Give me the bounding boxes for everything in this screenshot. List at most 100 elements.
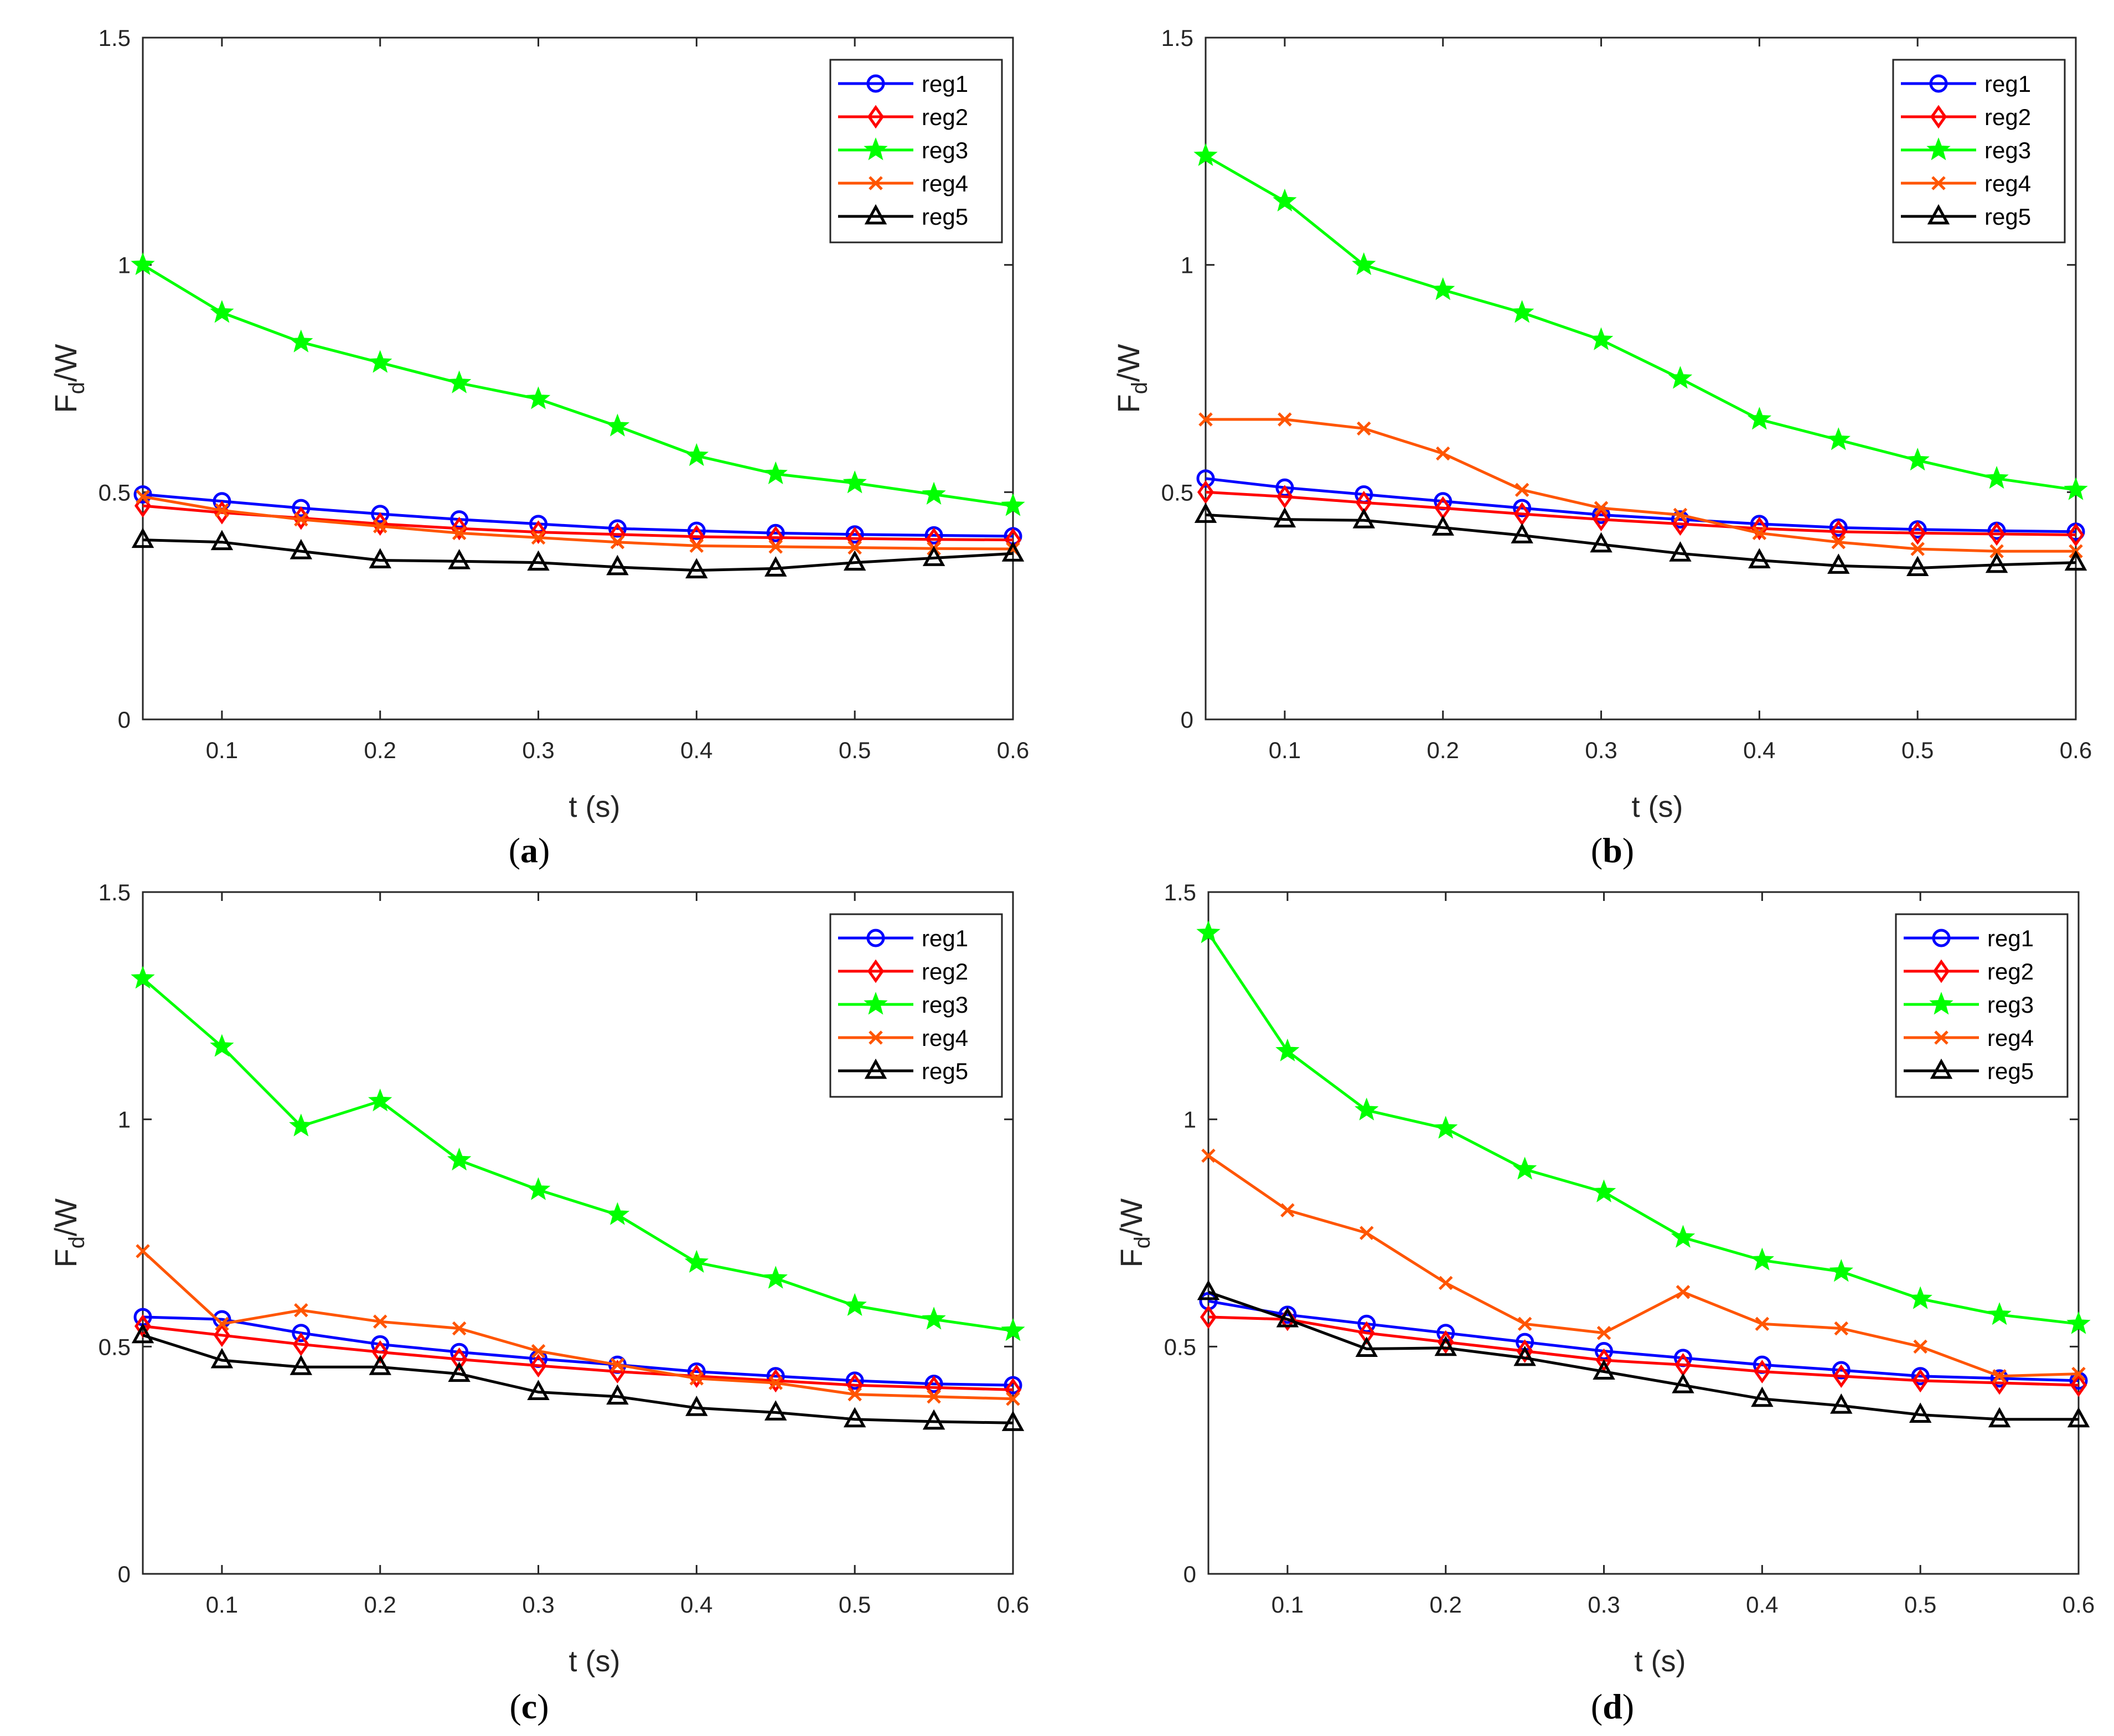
y-axis-label-main: F xyxy=(48,1248,83,1267)
legend-marker-reg1 xyxy=(1932,929,1951,947)
data-point-reg2 xyxy=(2067,523,2085,547)
series-line-reg5 xyxy=(142,538,1014,572)
data-point-reg1 xyxy=(845,1371,864,1390)
data-point-reg1 xyxy=(924,526,943,545)
data-point-reg5 xyxy=(527,550,550,571)
data-point-reg5 xyxy=(843,1407,866,1428)
y-axis-label-subscript: d xyxy=(65,382,89,394)
data-point-reg3 xyxy=(763,461,788,484)
data-point-reg2 xyxy=(2070,1373,2087,1397)
y-axis-label-tail: /W xyxy=(48,344,83,382)
y-axis-label-tail: /W xyxy=(1114,1198,1149,1236)
legend-marker-reg5 xyxy=(1927,204,1950,225)
data-point-reg5 xyxy=(1748,548,1771,569)
data-point-reg5 xyxy=(131,1323,154,1344)
panel-caption-open: ( xyxy=(1591,831,1603,870)
data-point-reg3 xyxy=(1510,300,1534,323)
data-point-reg5 xyxy=(1434,1335,1457,1356)
panel-caption-open: ( xyxy=(509,1687,521,1726)
data-point-reg3 xyxy=(605,1202,630,1225)
legend-label: reg1 xyxy=(1984,71,2031,97)
data-point-reg3 xyxy=(131,966,155,989)
data-point-reg5 xyxy=(606,1384,629,1405)
series-reg3 xyxy=(1193,143,2088,500)
panel-caption-open: ( xyxy=(509,831,520,870)
panel-caption-close: ) xyxy=(1622,1687,1634,1726)
series-line-reg2 xyxy=(1205,490,2076,536)
series-line-reg1 xyxy=(1205,477,2076,533)
data-point-reg3 xyxy=(1671,1225,1696,1248)
legend-label: reg4 xyxy=(922,170,968,196)
x-tick-label: 0.2 xyxy=(364,1592,396,1618)
data-point-reg1 xyxy=(1513,499,1532,517)
legend-label: reg3 xyxy=(1987,992,2034,1018)
data-point-reg5 xyxy=(685,558,708,579)
legend-item-reg3: reg3 xyxy=(1901,137,2031,163)
data-point-reg5 xyxy=(210,530,234,551)
y-tick-label: 0.5 xyxy=(1164,1334,1196,1360)
data-point-reg5 xyxy=(1194,502,1217,523)
y-tick-label: 1 xyxy=(1181,252,1193,278)
data-point-reg5 xyxy=(369,1355,391,1375)
data-point-reg4 xyxy=(373,519,387,533)
data-point-reg1 xyxy=(371,505,390,524)
panel-caption-letter: d xyxy=(1603,1687,1622,1726)
data-point-reg4 xyxy=(294,512,308,527)
series-line-reg5 xyxy=(142,1334,1014,1424)
data-point-reg4 xyxy=(1357,421,1371,436)
data-point-reg3 xyxy=(526,386,551,410)
data-point-reg3 xyxy=(210,300,234,323)
y-axis-label-main: F xyxy=(48,394,83,413)
y-tick-label: 1 xyxy=(118,1107,131,1133)
data-point-reg5 xyxy=(448,549,471,569)
data-point-reg4 xyxy=(689,1371,704,1386)
data-point-reg5 xyxy=(764,556,787,577)
data-point-reg3 xyxy=(843,470,867,494)
data-point-reg4 xyxy=(1752,526,1767,541)
data-point-reg4 xyxy=(373,1314,387,1329)
data-point-reg3 xyxy=(2066,1311,2091,1334)
y-tick-label: 0.5 xyxy=(99,479,131,505)
legend-marker-reg3 xyxy=(1929,992,1953,1015)
legend-item-reg1: reg1 xyxy=(838,71,968,97)
series-reg4 xyxy=(1201,1148,2086,1383)
y-axis-label: Fd/W xyxy=(1114,1198,1155,1267)
data-point-reg5 xyxy=(1352,508,1376,528)
legend-item-reg2: reg2 xyxy=(1904,958,2034,984)
y-axis-label-main: F xyxy=(1111,394,1146,413)
data-point-reg4 xyxy=(2071,1366,2086,1381)
panel-caption: (d) xyxy=(1591,1687,1634,1726)
series-reg4 xyxy=(136,489,1020,556)
legend-label: reg2 xyxy=(1984,104,2031,130)
data-point-reg4 xyxy=(1989,544,2004,558)
data-point-reg5 xyxy=(1001,1411,1025,1431)
x-tick-label: 0.3 xyxy=(522,1592,554,1618)
data-point-reg3 xyxy=(447,1147,472,1171)
data-point-reg3 xyxy=(447,370,472,393)
data-point-reg3 xyxy=(289,329,313,353)
x-tick-label: 0.6 xyxy=(2063,1592,2095,1618)
panel-caption-close: ) xyxy=(537,1687,549,1726)
data-point-reg5 xyxy=(131,527,154,548)
y-tick-label: 1.5 xyxy=(99,25,131,51)
data-point-reg5 xyxy=(290,538,313,559)
data-point-reg1 xyxy=(1671,510,1689,529)
series-reg5 xyxy=(131,527,1025,579)
legend-marker-reg5 xyxy=(864,1058,887,1079)
legend-item-reg4: reg4 xyxy=(838,170,968,196)
legend-label: reg5 xyxy=(922,1058,968,1084)
data-point-reg5 xyxy=(1511,523,1533,543)
data-point-reg5 xyxy=(1001,541,1025,562)
legend-marker-reg5 xyxy=(1930,1058,1953,1079)
legend-marker-reg3 xyxy=(864,137,888,160)
legend-label: reg1 xyxy=(1987,925,2034,951)
data-point-reg5 xyxy=(1751,1386,1774,1407)
y-axis-label: Fd/W xyxy=(48,1198,89,1267)
legend-item-reg5: reg5 xyxy=(1901,204,2031,230)
legend-marker-reg3 xyxy=(1926,137,1951,160)
x-tick-label: 0.1 xyxy=(1269,737,1301,763)
series-line-reg5 xyxy=(1205,513,2076,569)
data-point-reg3 xyxy=(1668,366,1693,389)
data-point-reg4 xyxy=(136,489,150,504)
data-point-reg4 xyxy=(1596,1325,1611,1340)
